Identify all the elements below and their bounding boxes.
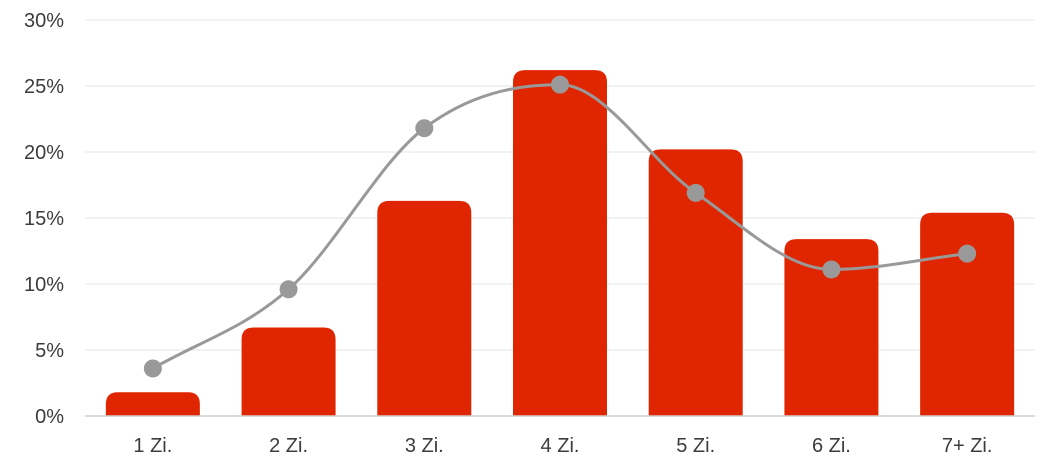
bar [513, 70, 607, 416]
line-point [822, 260, 841, 279]
x-tick-label-0: 1 Zi. [133, 435, 172, 457]
y-tick-label-0: 0% [35, 406, 64, 428]
line-point [279, 280, 298, 299]
x-tick-label-5: 6 Zi. [812, 435, 851, 457]
bar [105, 392, 200, 416]
x-tick-label-2: 3 Zi. [405, 435, 444, 457]
y-tick-label-5: 25% [24, 76, 64, 98]
y-tick-label-1: 5% [35, 340, 64, 362]
bar [784, 239, 879, 416]
line-point [415, 119, 434, 138]
line-series [143, 75, 977, 378]
bar [241, 327, 336, 416]
bar [648, 149, 743, 417]
y-tick-label-6: 30% [24, 10, 64, 32]
bar [920, 212, 1015, 416]
y-axis-labels: 0% 5% 10% 15% 20% 25% 30% [24, 10, 64, 428]
x-tick-label-6: 7+ Zi. [942, 435, 993, 457]
line-point [143, 359, 162, 378]
line-point [958, 244, 977, 263]
x-tick-label-1: 2 Zi. [269, 435, 308, 457]
bar [377, 200, 472, 416]
x-tick-label-4: 5 Zi. [676, 435, 715, 457]
bar-series [105, 70, 1015, 417]
line-point [551, 75, 569, 94]
y-tick-label-3: 15% [24, 208, 64, 230]
x-axis-labels: 1 Zi. 2 Zi. 3 Zi. 4 Zi. 5 Zi. 6 Zi. 7+ Z… [133, 435, 992, 457]
line-point [686, 183, 705, 202]
y-tick-label-2: 10% [24, 274, 64, 296]
y-tick-label-4: 20% [24, 142, 64, 164]
x-tick-label-3: 4 Zi. [541, 435, 580, 457]
